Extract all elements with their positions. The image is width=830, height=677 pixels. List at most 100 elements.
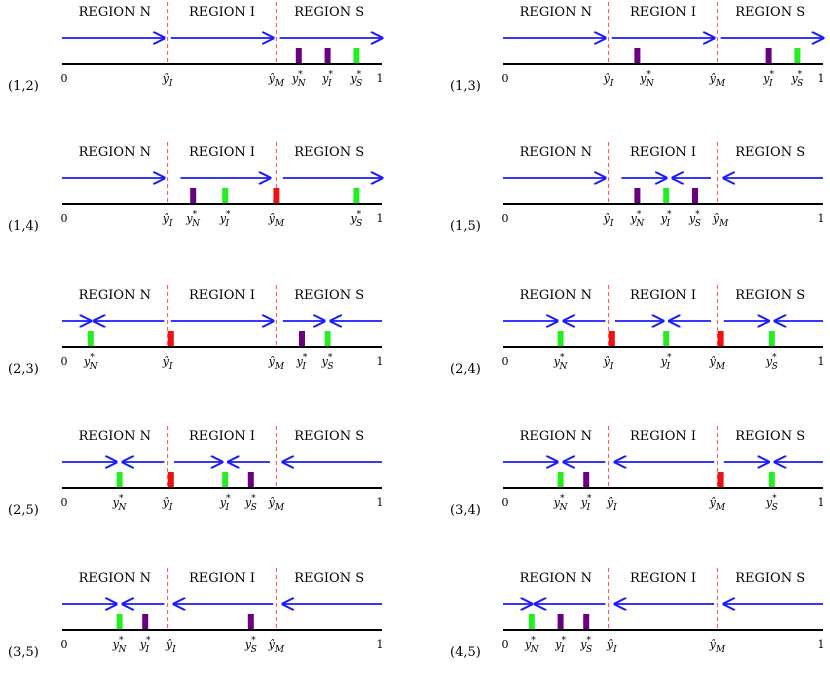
region-label-i: REGION I [189, 5, 255, 20]
point-label: ŷI [606, 496, 617, 513]
axis-end-label: 1 [377, 638, 384, 651]
point-label: y* S [765, 494, 778, 513]
marker-red [608, 331, 615, 346]
marker-red [717, 331, 724, 346]
axis-end-label: 0 [502, 212, 509, 225]
marker-purple [634, 188, 641, 203]
axis-end-label: 0 [61, 355, 68, 368]
axis-end-label: 1 [818, 212, 825, 225]
axis-end-label: 1 [377, 212, 384, 225]
marker-green [557, 331, 564, 346]
point-label: y* I [321, 70, 333, 89]
marker-green [324, 331, 331, 346]
marker-purple [634, 48, 641, 63]
marker-green [353, 188, 360, 203]
marker-purple [247, 614, 254, 629]
region-label-i: REGION I [630, 288, 696, 303]
case-label: (1,4) [8, 219, 39, 234]
panel-1-2: REGION N REGION I REGION S 0 ŷI ŷM y* N y* I y* S 1 (… [8, 2, 384, 94]
point-label: y* I [762, 70, 774, 89]
case-label: (3,4) [450, 503, 481, 518]
marker-purple [765, 48, 772, 63]
region-label-i: REGION I [189, 145, 255, 160]
axis-end-label: 0 [502, 72, 509, 85]
point-label: ŷM [709, 72, 726, 89]
point-label: y* I [296, 353, 308, 372]
point-label: y* I [219, 494, 231, 513]
point-label: y* N [553, 353, 569, 372]
point-label: y* I [219, 210, 231, 229]
axis-end-label: 1 [818, 638, 825, 651]
axis-end-label: 1 [377, 72, 384, 85]
region-label-n: REGION N [79, 429, 151, 444]
panel-1-5: REGION N REGION I REGION S 0 ŷI y* N y* I y* S ŷM 1 (… [450, 142, 825, 234]
case-label: (1,2) [8, 79, 39, 94]
marker-purple [295, 48, 302, 63]
point-label: ŷM [709, 355, 726, 372]
axis-end-label: 0 [502, 638, 509, 651]
marker-green [663, 188, 670, 203]
region-label-n: REGION N [520, 288, 592, 303]
region-label-n: REGION N [520, 5, 592, 20]
axis-end-label: 0 [502, 355, 509, 368]
marker-green [528, 614, 535, 629]
point-label: ŷI [162, 212, 173, 229]
point-label: y* N [83, 353, 99, 372]
region-label-s: REGION S [735, 571, 805, 586]
axis-end-label: 1 [818, 355, 825, 368]
point-label: y* I [660, 210, 672, 229]
point-label: ŷM [268, 355, 285, 372]
point-label: y* S [765, 353, 778, 372]
marker-green [222, 188, 229, 203]
point-label: ŷI [603, 212, 614, 229]
region-label-s: REGION S [294, 288, 364, 303]
marker-red [717, 472, 724, 487]
marker-green [87, 331, 94, 346]
point-label: ŷM [712, 212, 729, 229]
region-label-n: REGION N [79, 145, 151, 160]
axis-end-label: 0 [61, 496, 68, 509]
region-label-s: REGION S [735, 429, 805, 444]
marker-red [167, 331, 174, 346]
case-label: (3,5) [8, 645, 39, 660]
marker-purple [692, 188, 698, 203]
point-label: y* N [524, 636, 540, 655]
point-label: ŷM [709, 496, 726, 513]
case-label: (1,3) [450, 79, 481, 94]
marker-purple [142, 614, 149, 629]
point-label: y* N [630, 210, 646, 229]
point-label: y* S [349, 70, 362, 89]
marker-purple [247, 472, 254, 487]
point-label: ŷI [603, 72, 614, 89]
marker-purple [299, 331, 305, 346]
point-label: y* I [554, 636, 566, 655]
panel-4-5: REGION N REGION I REGION S 0 y* N y* I y* S ŷI ŷM 1 (… [450, 568, 825, 660]
marker-purple [583, 472, 590, 487]
point-label: y* S [244, 636, 257, 655]
region-label-s: REGION S [294, 429, 364, 444]
point-label: y* S [579, 636, 592, 655]
axis-end-label: 1 [377, 355, 384, 368]
marker-green [768, 472, 775, 487]
case-label: (1,5) [450, 219, 481, 234]
point-label: y* I [660, 353, 672, 372]
case-label: (4,5) [450, 645, 481, 660]
axis-end-label: 1 [818, 496, 825, 509]
point-label: ŷI [162, 72, 173, 89]
point-label: ŷM [709, 638, 726, 655]
marker-green [116, 614, 123, 629]
region-label-s: REGION S [294, 571, 364, 586]
case-label: (2,4) [450, 362, 481, 377]
point-label: ŷI [162, 355, 173, 372]
region-label-n: REGION N [79, 288, 151, 303]
point-label: ŷI [162, 496, 173, 513]
point-label: y* N [112, 494, 128, 513]
marker-green [663, 331, 670, 346]
point-label: y* N [639, 70, 655, 89]
marker-purple [190, 188, 197, 203]
region-label-i: REGION I [630, 571, 696, 586]
region-label-s: REGION S [735, 288, 805, 303]
region-label-n: REGION N [520, 429, 592, 444]
region-label-i: REGION I [630, 429, 696, 444]
